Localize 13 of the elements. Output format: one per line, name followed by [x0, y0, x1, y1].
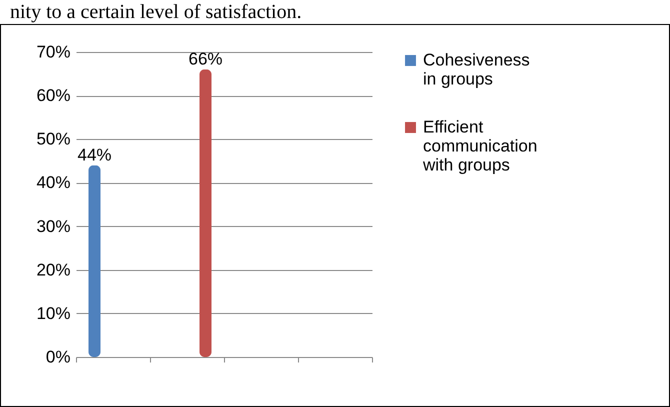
data-label: 44%	[77, 145, 112, 164]
legend-label: Efficient communication with groups	[422, 118, 538, 174]
y-tick-label: 70%	[36, 42, 70, 62]
legend-label: Cohesiveness in groups	[423, 50, 530, 88]
y-tick-label: 10%	[36, 304, 70, 323]
text: nity to a certain level of satisfaction.	[9, 0, 303, 24]
y-tick-label: 60%	[36, 86, 70, 106]
y-tick-label: 50%	[36, 130, 70, 149]
y-tick-label: 20%	[36, 260, 70, 280]
data-label: 66%	[188, 49, 223, 68]
y-tick-label: 0%	[46, 348, 70, 366]
y-tick-label: 40%	[36, 173, 70, 192]
y-tick-label: 30%	[36, 216, 70, 236]
